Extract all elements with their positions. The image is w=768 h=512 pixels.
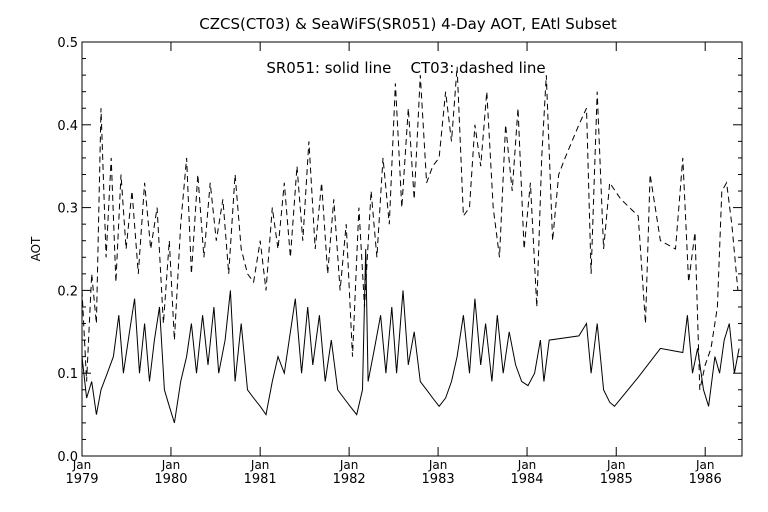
series-line-sr051 xyxy=(81,248,740,424)
y-axis: 0.0 0.1 0.2 0.3 0.4 0.5 xyxy=(57,36,742,465)
x-tick-month: Jan xyxy=(428,458,448,472)
x-tick-year: 1979 xyxy=(65,472,98,487)
y-tick-label: 0.2 xyxy=(57,284,78,299)
x-tick-year: 1985 xyxy=(600,472,633,487)
x-tick-year: 1980 xyxy=(154,472,187,487)
y-axis-label: AOT xyxy=(29,236,43,261)
x-tick-year: 1982 xyxy=(333,472,366,487)
x-tick-month: Jan xyxy=(517,458,537,472)
x-tick-month: Jan xyxy=(606,458,626,472)
plot-frame xyxy=(81,41,743,457)
x-tick-month: Jan xyxy=(161,458,181,472)
x-tick-month: Jan xyxy=(339,458,359,472)
x-tick-month: Jan xyxy=(72,458,92,472)
y-tick-label: 0.5 xyxy=(57,36,78,51)
x-tick-year: 1983 xyxy=(422,472,455,487)
series-layer xyxy=(81,66,740,424)
x-tick-year: 1981 xyxy=(244,472,277,487)
x-tick-year: 1984 xyxy=(510,472,543,487)
x-tick-month: Jan xyxy=(250,458,270,472)
y-tick-label: 0.4 xyxy=(57,119,78,134)
chart-title: CZCS(CT03) & SeaWiFS(SR051) 4-Day AOT, E… xyxy=(199,15,617,33)
series-line-ct03 xyxy=(81,66,739,390)
x-tick-year: 1986 xyxy=(689,472,722,487)
x-tick-month: Jan xyxy=(695,458,715,472)
y-tick-label: 0.0 xyxy=(57,450,78,465)
y-tick-label: 0.1 xyxy=(57,367,78,382)
legend-annotation: SR051: solid line CT03: dashed line xyxy=(266,59,545,77)
x-axis: Jan1979Jan1980Jan1981Jan1982Jan1983Jan19… xyxy=(65,42,722,487)
y-tick-label: 0.3 xyxy=(57,202,78,217)
